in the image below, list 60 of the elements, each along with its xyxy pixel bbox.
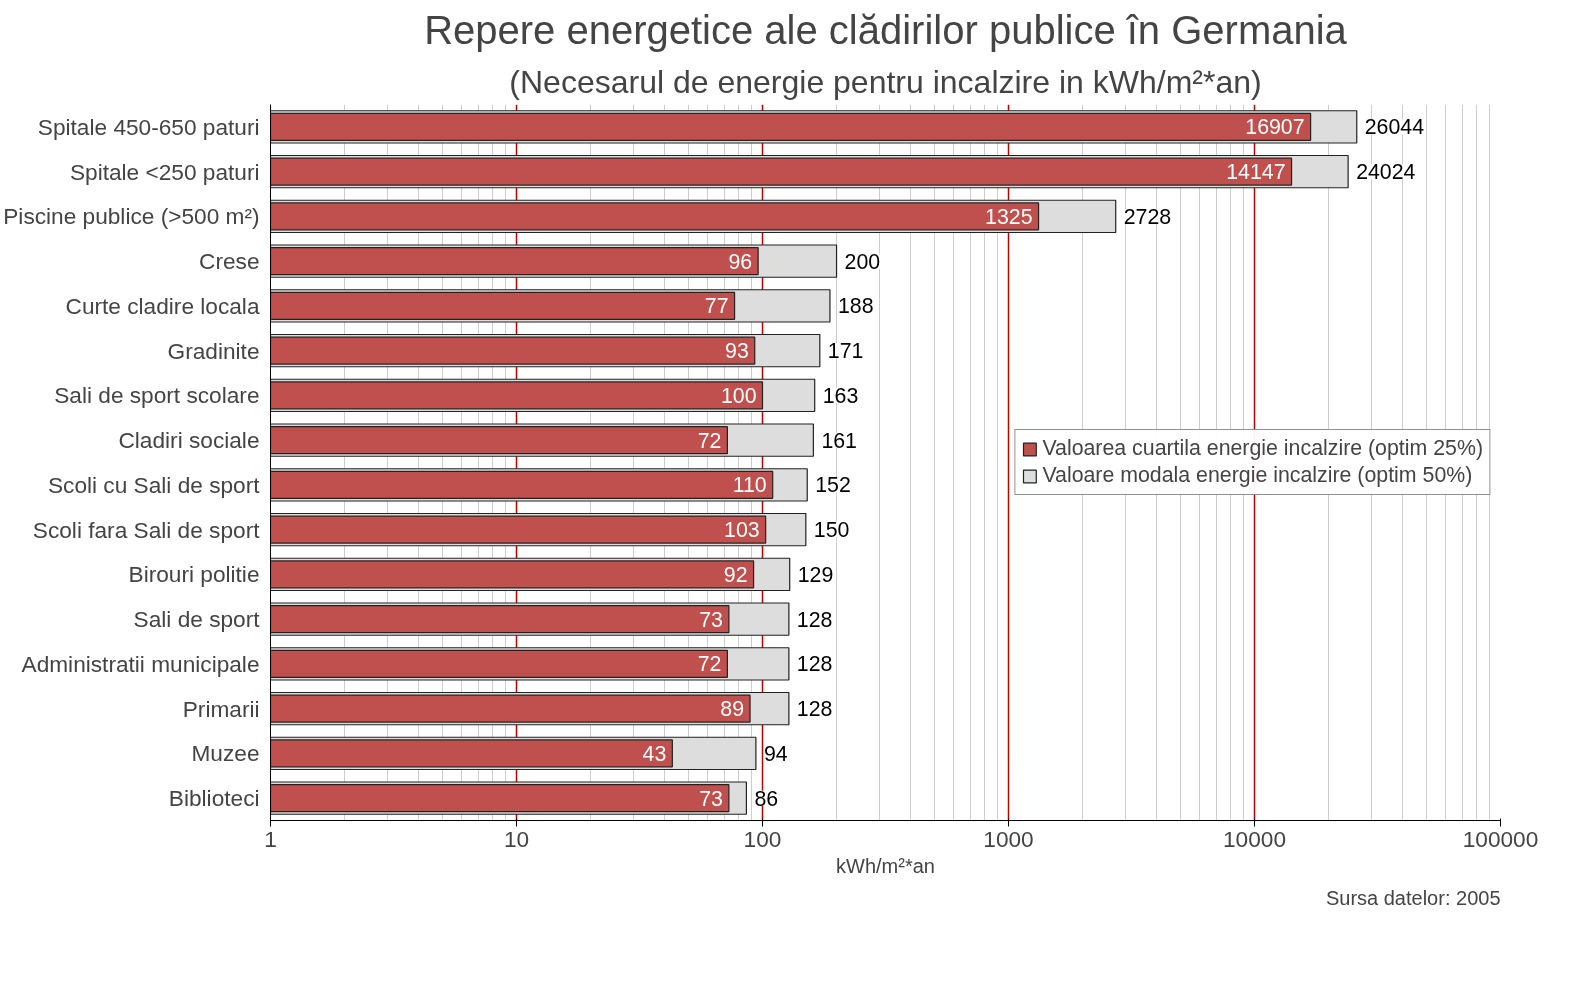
legend-label: Valoare modala energie incalzire (optim 50%)	[1042, 463, 1473, 488]
y-tick-label: Administratii municipale	[21, 650, 260, 677]
y-tick-label: Biblioteci	[168, 785, 260, 812]
y-tick-label: Cladiri sociale	[118, 427, 260, 454]
x-axis-title: kWh/m²*an	[836, 854, 935, 877]
data-label: 200	[844, 249, 881, 274]
legend-label: Valoarea cuartila energie incalzire (optim 25%)	[1042, 436, 1483, 461]
y-tick-label: Piscine publice (>500 m²)	[3, 203, 260, 230]
data-label: 1325	[985, 204, 1033, 229]
x-tick-label: 1	[264, 825, 277, 852]
data-label: 73	[699, 786, 723, 811]
data-label: 163	[822, 383, 859, 408]
y-tick-label: Sali de sport scolare	[54, 382, 260, 409]
y-tick-label: Gradinite	[167, 337, 260, 364]
data-label: 161	[821, 428, 857, 453]
y-tick-label: Sali de sport	[133, 606, 261, 633]
data-label: 77	[704, 294, 729, 319]
y-tick-label: Scoli cu Sali de sport	[47, 471, 261, 498]
data-label: 94	[763, 741, 788, 766]
x-tick-label: 1000	[983, 825, 1034, 852]
y-tick-label: Spitale 450-650 paturi	[37, 113, 260, 140]
data-label: 110	[732, 473, 767, 498]
data-label: 188	[837, 294, 874, 319]
data-label: 43	[642, 741, 667, 766]
data-label: 128	[796, 607, 833, 632]
data-label: 86	[754, 786, 779, 811]
x-tick-label: 10000	[1223, 825, 1287, 852]
x-tick-label: 100000	[1462, 825, 1539, 852]
data-label: 129	[797, 562, 834, 587]
data-label: 72	[697, 652, 722, 677]
chart-title: Repere energetice ale clădirilor publice în Germania	[424, 7, 1348, 52]
data-label: 26044	[1364, 115, 1425, 140]
data-label: 16907	[1245, 115, 1305, 140]
data-label: 2728	[1123, 204, 1172, 229]
data-label: 96	[728, 249, 753, 274]
x-tick-label: 100	[743, 825, 782, 852]
data-label: 128	[796, 697, 833, 722]
text: Sursa datelor: 2005	[1325, 886, 1501, 909]
chart-subtitle: (Necesarul de energie pentru incalzire in kWh/m²*an)	[509, 63, 1262, 100]
data-label: 100	[720, 383, 757, 408]
data-label: 93	[725, 339, 749, 364]
data-label: 103	[724, 518, 760, 543]
data-label: 150	[813, 518, 850, 543]
data-label: 73	[699, 607, 723, 632]
data-label: 171	[827, 339, 864, 364]
y-tick-label: Spitale <250 paturi	[69, 158, 260, 185]
data-label: 14147	[1226, 160, 1286, 185]
data-label: 152	[815, 473, 851, 498]
x-tick-label: 10	[503, 825, 530, 852]
data-label: 128	[796, 652, 833, 677]
data-label: 72	[697, 428, 722, 453]
data-label: 92	[723, 562, 748, 587]
y-tick-label: Curte cladire locala	[65, 292, 260, 319]
y-tick-label: Primarii	[182, 695, 260, 722]
y-tick-label: Birouri politie	[128, 561, 260, 588]
y-tick-label: Scoli fara Sali de sport	[32, 516, 261, 543]
data-label: 89	[720, 697, 745, 722]
y-tick-label: Crese	[199, 248, 260, 275]
y-tick-label: Muzee	[191, 740, 260, 767]
data-label: 24024	[1356, 160, 1416, 185]
